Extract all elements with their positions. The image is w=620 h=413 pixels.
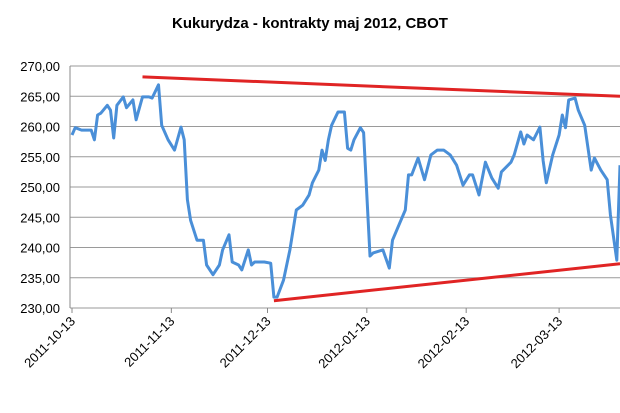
trend-line <box>273 262 620 303</box>
y-tick-label: 255,00 <box>20 150 60 165</box>
y-tick-label: 240,00 <box>20 241 60 256</box>
x-tick-label: 2012-02-13 <box>415 314 473 372</box>
y-tick-label: 265,00 <box>20 89 60 104</box>
x-tick-label: 2011-12-13 <box>217 314 274 371</box>
y-tick-label: 230,00 <box>20 301 60 316</box>
price-line <box>70 83 620 299</box>
y-tick-label: 270,00 <box>20 59 60 74</box>
x-tick-label: 2011-11-13 <box>121 314 177 370</box>
x-tick-label: 2011-10-13 <box>21 314 78 371</box>
chart-title: Kukurydza - kontrakty maj 2012, CBOT <box>172 15 448 32</box>
y-tick-label: 235,00 <box>20 271 60 286</box>
x-tick-label: 2012-01-13 <box>315 314 373 372</box>
y-tick-label: 260,00 <box>20 120 60 135</box>
y-tick-label: 250,00 <box>20 180 60 195</box>
y-tick-label: 245,00 <box>20 210 60 225</box>
trend-line <box>142 75 620 98</box>
x-tick-label: 2012-03-13 <box>508 314 566 372</box>
